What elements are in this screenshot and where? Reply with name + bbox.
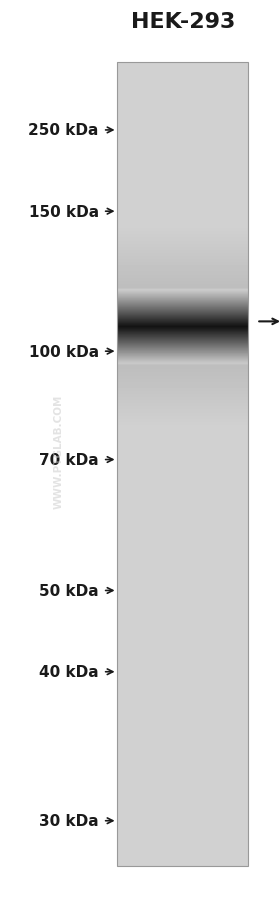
Text: 150 kDa: 150 kDa — [29, 205, 99, 219]
Text: 100 kDa: 100 kDa — [29, 345, 99, 359]
Bar — [118, 63, 248, 866]
Text: 70 kDa: 70 kDa — [39, 453, 99, 467]
Text: 250 kDa: 250 kDa — [28, 124, 99, 138]
Text: WWW.PTGLAB.COM: WWW.PTGLAB.COM — [54, 394, 64, 508]
Text: HEK-293: HEK-293 — [131, 12, 235, 32]
Text: 50 kDa: 50 kDa — [39, 584, 99, 598]
Text: 30 kDa: 30 kDa — [39, 814, 99, 828]
Text: 40 kDa: 40 kDa — [39, 665, 99, 679]
